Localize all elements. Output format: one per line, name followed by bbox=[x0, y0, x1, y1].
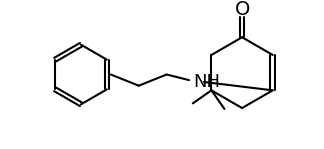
Text: O: O bbox=[234, 0, 250, 19]
Text: NH: NH bbox=[194, 73, 221, 91]
